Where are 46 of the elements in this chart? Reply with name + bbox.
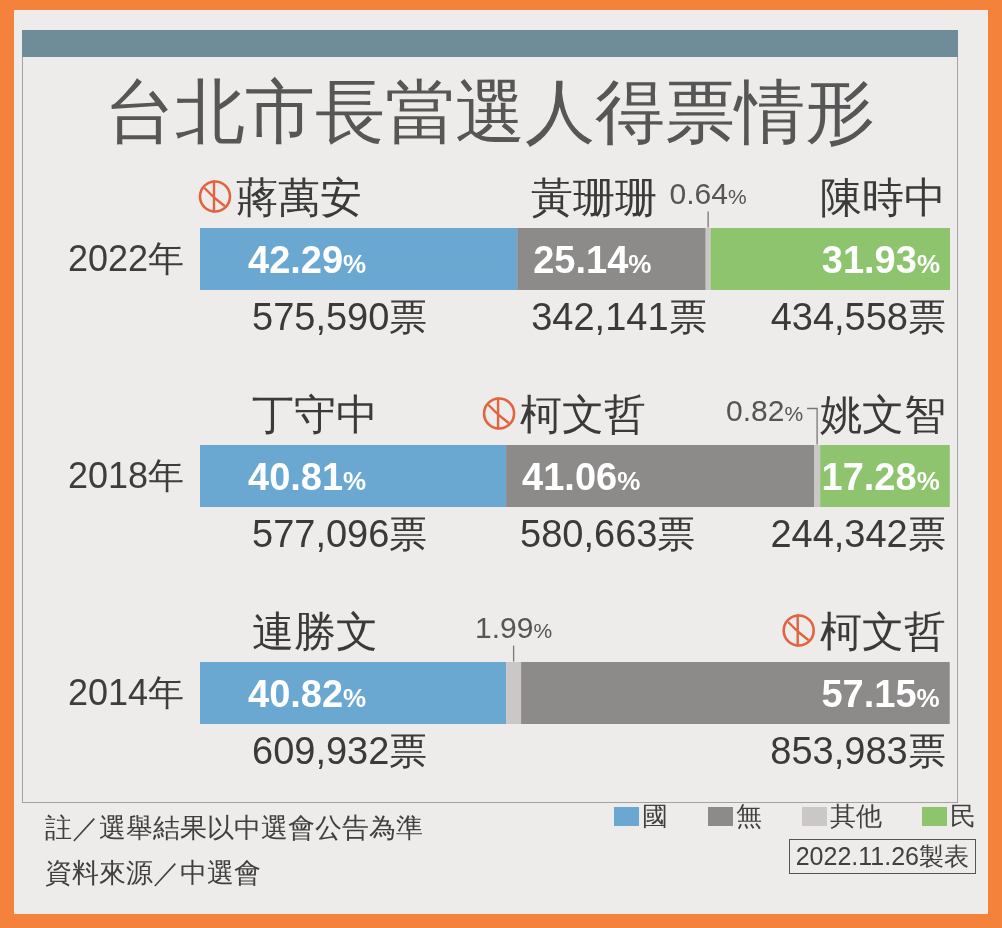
annotation: 244,342票: [770, 512, 946, 555]
y-tick-label: 2018年: [67, 455, 184, 497]
bar: [705, 228, 711, 290]
bar: [200, 445, 507, 507]
annotation: 黃珊珊: [531, 173, 658, 221]
text: 註／選舉結果以中選會公告為準: [45, 812, 423, 845]
annotation: 575,590票: [252, 295, 428, 338]
data-label: 1.99%: [475, 610, 553, 644]
bar: [200, 662, 507, 724]
data-label: 17.28%: [821, 455, 940, 498]
data-label: 40.82%: [248, 672, 367, 715]
annotation: 姚文智: [819, 390, 946, 438]
data-label: 31.93%: [821, 238, 940, 281]
source-note: 資料來源／中選會: [45, 857, 261, 890]
annotation: 丁守中: [252, 390, 378, 438]
data-label: 42.29%: [248, 238, 367, 281]
bar: [521, 662, 950, 724]
annotation: 853,983票: [770, 729, 946, 772]
data-label: 0.64%: [669, 176, 747, 210]
y-tick-label: 2022年: [67, 238, 184, 280]
annotation: 蔣萬安: [236, 173, 362, 221]
chart-title: 台北市長當選人得票情形: [104, 72, 876, 152]
annotation: 連勝文: [252, 607, 378, 655]
bar: [200, 228, 518, 290]
legend-label: 國: [642, 801, 668, 831]
annotation: 342,141票: [531, 295, 707, 338]
data-label: 41.06%: [522, 455, 641, 498]
bar: [506, 662, 522, 724]
annotation: 577,096票: [252, 512, 428, 555]
bar: [814, 445, 821, 507]
annotation: 609,932票: [252, 729, 428, 772]
legend-label: 其他: [830, 801, 882, 831]
data-label: 0.82%: [726, 393, 804, 427]
y-tick-label: 2014年: [67, 672, 184, 714]
annotation: 柯文哲: [520, 390, 647, 438]
data-label: 40.81%: [248, 455, 367, 498]
annotation: 柯文哲: [819, 607, 946, 655]
data-label: 25.14%: [533, 238, 652, 281]
text: 2022.11.26製表: [788, 839, 976, 874]
bar: [506, 445, 815, 507]
legend-label: 民: [950, 801, 976, 831]
data-label: 57.15%: [821, 672, 940, 715]
legend-label: 無: [736, 801, 762, 831]
annotation: 陳時中: [820, 173, 946, 221]
annotation: 580,663票: [520, 512, 696, 555]
annotation: 434,558票: [770, 295, 946, 338]
